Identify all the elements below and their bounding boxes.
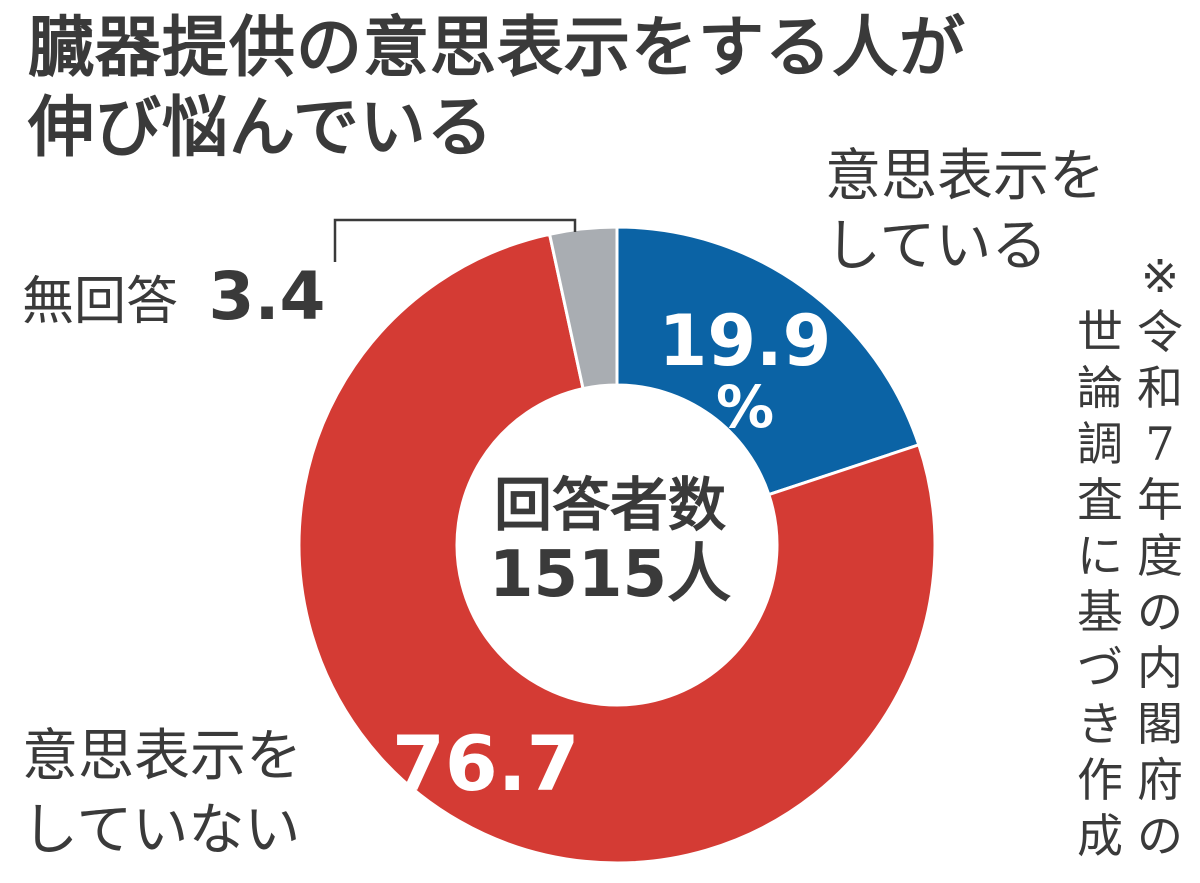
yes-value-label: 19.9 % (635, 305, 855, 437)
na-leader-line (333, 218, 577, 262)
center-label-line-1: 回答者数 (493, 471, 726, 539)
yes-unit: % (715, 373, 775, 441)
source-note: ※ 令和 7 年度の内閣府の 世論調査に基づき作成 (1070, 248, 1190, 868)
yes-value: 19.9 (658, 300, 832, 382)
na-label: 無回答 3.4 (22, 262, 325, 337)
chart-title-line-2: 伸び悩んでいる (28, 89, 494, 166)
center-label: 回答者数 1515人 (460, 470, 760, 610)
na-value: 3.4 (208, 258, 326, 335)
donut-slices (297, 225, 937, 865)
source-note-line-1: ※ 令和 7 年度の内閣府の (1137, 249, 1183, 863)
yes-name-line-2: している (825, 214, 1048, 279)
center-label-line-2: 1515人 (488, 538, 732, 612)
yes-name-label: 意思表示を している (825, 142, 1105, 282)
no-name-label: 意思表示を していない (22, 720, 302, 868)
no-name-line-1: 意思表示を (22, 724, 302, 789)
yes-name-line-1: 意思表示を (825, 144, 1105, 209)
source-note-line-2: 世論調査に基づき作成 (1077, 305, 1123, 863)
no-value-label: 76.7 (392, 719, 580, 808)
slice-na (547, 225, 619, 391)
slice-no (297, 232, 937, 865)
no-name-line-2: していない (22, 798, 301, 863)
chart-title-line-1: 臓器提供の意思表示をする人が (28, 9, 966, 86)
chart-title: 臓器提供の意思表示をする人が 伸び悩んでいる (28, 8, 1178, 168)
slice-yes (615, 225, 921, 497)
na-name: 無回答 (22, 272, 179, 332)
